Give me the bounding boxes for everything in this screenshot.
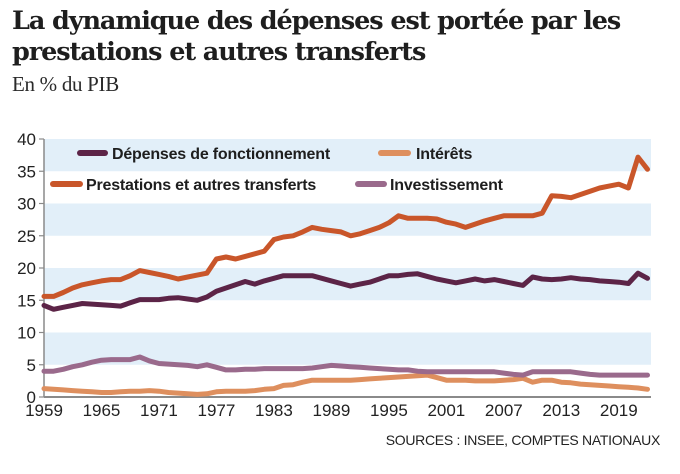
- x-tick-label: 2013: [542, 401, 580, 420]
- y-tick-label: 30: [17, 195, 36, 214]
- x-tick-label: 1989: [312, 401, 350, 420]
- x-tick-label: 1959: [25, 401, 63, 420]
- y-tick-label: 20: [17, 259, 36, 278]
- chart-subtitle: En % du PIB: [12, 72, 119, 96]
- y-tick-label: 10: [17, 324, 36, 343]
- x-tick-label: 1965: [83, 401, 121, 420]
- line-depenses-fonctionnement: [41, 270, 650, 312]
- legend-label-prestations: Prestations et autres transferts: [86, 177, 316, 194]
- grid-band: [44, 203, 651, 236]
- line-interets: [41, 372, 650, 397]
- y-tick-label: 0: [27, 388, 36, 407]
- x-tick-label: 1995: [370, 401, 408, 420]
- line-investissement: [41, 354, 650, 378]
- y-tick-label: 5: [27, 356, 36, 375]
- x-tick-label: 2019: [600, 401, 638, 420]
- y-axis: 0 5 10 15 20 25 30 35 40: [17, 130, 45, 407]
- chart-title: La dynamique des dépenses est portée par…: [12, 6, 621, 67]
- background-bands: [44, 139, 651, 365]
- legend-label-interets: Intérêts: [416, 146, 472, 163]
- x-tick-label: 1971: [140, 401, 178, 420]
- series-lines: [41, 154, 650, 397]
- y-tick-label: 40: [17, 130, 36, 149]
- x-tick-label: 1977: [198, 401, 236, 420]
- y-tick-label: 25: [17, 227, 36, 246]
- x-tick-label: 2001: [427, 401, 465, 420]
- x-axis: 1959 1965 1971 1977 1983 1989 1995 2001 2007 2013…: [25, 396, 651, 420]
- x-tick-label: 2007: [485, 401, 523, 420]
- legend-label-investissement: Investissement: [390, 177, 504, 194]
- y-tick-label: 15: [17, 291, 36, 310]
- y-tick-label: 35: [17, 162, 36, 181]
- legend-label-depenses: Dépenses de fonctionnement: [112, 146, 331, 163]
- grid-band: [44, 139, 651, 172]
- source-note: SOURCES : INSEE, COMPTES NATIONAUX: [385, 432, 661, 448]
- x-tick-label: 1983: [255, 401, 293, 420]
- line-prestations-transferts: [41, 154, 650, 299]
- legend: Dépenses de fonctionnement Intérêts Pres…: [50, 146, 504, 194]
